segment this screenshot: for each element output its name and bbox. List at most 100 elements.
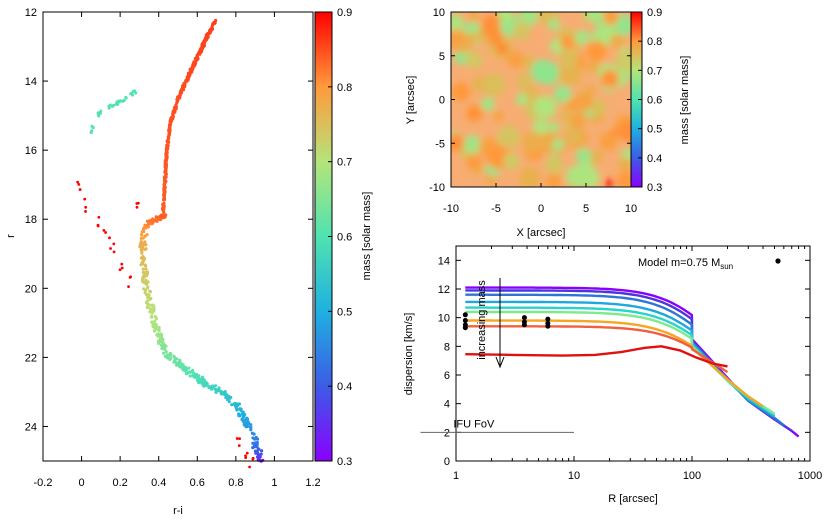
cmd-star-point bbox=[218, 389, 222, 393]
cmd-star-point bbox=[162, 351, 166, 355]
cmd-y-tick-label: 12 bbox=[25, 7, 37, 19]
cmd-star-point bbox=[184, 79, 188, 84]
cmd-star-point bbox=[108, 103, 112, 107]
cmd-star-point bbox=[96, 111, 100, 115]
dispersion-series-m0.30 bbox=[465, 286, 800, 438]
cmd-star-point bbox=[160, 339, 164, 343]
cmd-star-point bbox=[205, 382, 209, 386]
cmd-star-point bbox=[238, 437, 242, 440]
mass-map-panel: -10 -5 0 5 10 -10 -5 0 5 10 X [arcsec] Y [arcsec… bbox=[405, 7, 691, 239]
cmd-y-tick-label: 14 bbox=[25, 76, 37, 88]
mass-map-cell bbox=[585, 12, 604, 23]
cmd-star-point bbox=[141, 267, 145, 271]
mass-map-cell bbox=[456, 41, 469, 54]
cmd-star-point bbox=[164, 155, 168, 159]
dispersion-lines bbox=[465, 286, 800, 438]
mass-map-cell bbox=[497, 125, 520, 148]
ifu-fov-label: IFU FoV bbox=[453, 418, 495, 430]
cmd-star-point bbox=[135, 202, 139, 205]
cmd-star-point bbox=[144, 247, 148, 251]
cmd-star-point bbox=[148, 297, 152, 301]
cmd-star-point bbox=[158, 217, 162, 222]
cmd-star-point bbox=[150, 307, 155, 311]
cmd-x-tick-label: 0.2 bbox=[112, 477, 127, 489]
cmd-star-point bbox=[255, 437, 260, 441]
ifu-fov: IFU FoV bbox=[420, 418, 574, 433]
cmd-star-point bbox=[151, 303, 155, 307]
cmd-star-point bbox=[188, 71, 192, 76]
cmd-star-point bbox=[156, 341, 161, 345]
cmd-star-point bbox=[172, 354, 176, 358]
mass-map-cell bbox=[512, 21, 531, 40]
cmd-star-point bbox=[163, 175, 167, 180]
cmd-star-point bbox=[150, 320, 154, 324]
mass-map-cell bbox=[462, 135, 482, 154]
cmd-star-point bbox=[141, 236, 145, 240]
cmd-star-point bbox=[254, 450, 259, 454]
cmd-star-point bbox=[124, 95, 128, 99]
cmd-star-point bbox=[257, 453, 261, 457]
cmd-star-point bbox=[165, 150, 169, 155]
mass-map-cell bbox=[465, 104, 483, 122]
mass-map-cell bbox=[451, 14, 464, 31]
cmd-star-point bbox=[256, 447, 260, 452]
cmd-y-label: r bbox=[5, 234, 17, 238]
mass-map-x-tick-label: -10 bbox=[443, 203, 459, 215]
cmd-star-point bbox=[210, 384, 214, 389]
cmd-star-point bbox=[259, 449, 264, 453]
cmd-star-point bbox=[122, 99, 126, 103]
mass-map-cell bbox=[610, 33, 625, 49]
dispersion-series-m0.40 bbox=[465, 293, 785, 427]
mass-map-cell bbox=[497, 12, 513, 21]
dispersion-y-tick-label: 0 bbox=[444, 456, 450, 468]
cmd-star-point bbox=[118, 268, 122, 272]
cmd-star-point bbox=[192, 62, 196, 66]
cmd-colorbar-tick-label: 0.4 bbox=[337, 381, 352, 393]
mass-map-cell bbox=[564, 126, 584, 145]
mass-map-y-tick-label: -10 bbox=[429, 182, 445, 194]
mass-map-colorbar-ticks: 0.3 0.4 0.5 0.6 0.7 0.8 0.9 bbox=[638, 7, 662, 194]
mass-map-cell bbox=[600, 69, 619, 88]
cmd-star-point bbox=[162, 187, 166, 191]
dispersion-y-tick-label: 6 bbox=[444, 370, 450, 382]
mass-map-cell bbox=[548, 121, 560, 133]
cmd-star-point bbox=[144, 243, 148, 247]
cmd-star-point bbox=[172, 110, 176, 114]
mass-map-cell bbox=[509, 53, 524, 68]
cmd-star-point bbox=[142, 256, 147, 261]
cmd-x-label: r-i bbox=[173, 505, 183, 517]
mass-map-cell bbox=[502, 152, 520, 170]
observed-point bbox=[521, 315, 527, 321]
cmd-star-point bbox=[197, 374, 201, 378]
cmd-star-point bbox=[156, 339, 161, 343]
dispersion-x-label: R [arcsec] bbox=[608, 493, 658, 505]
cmd-star-point bbox=[164, 350, 168, 354]
cmd-star-point bbox=[194, 375, 198, 379]
cmd-x-tick-label: 1 bbox=[271, 477, 277, 489]
mass-map-cell bbox=[575, 148, 592, 164]
cmd-star-point bbox=[164, 165, 168, 169]
cmd-colorbar-tick-label: 0.3 bbox=[337, 456, 352, 468]
cmd-star-point bbox=[162, 205, 166, 209]
mass-map-colorbar-tick-label: 0.7 bbox=[647, 65, 662, 77]
dispersion-series-m0.60 bbox=[465, 310, 776, 415]
cmd-star-point bbox=[146, 280, 150, 284]
cmd-star-point bbox=[144, 282, 148, 286]
cmd-star-point bbox=[175, 357, 179, 361]
cmd-star-point bbox=[76, 180, 80, 184]
cmd-star-point bbox=[97, 215, 101, 219]
mass-map-colorbar-tick-label: 0.4 bbox=[647, 153, 662, 165]
dispersion-series-m0.70 bbox=[465, 319, 764, 408]
dispersion-series-m0.35 bbox=[465, 289, 793, 432]
cmd-star-point bbox=[138, 242, 142, 246]
cmd-star-point bbox=[129, 275, 133, 279]
cmd-star-point bbox=[179, 90, 184, 94]
observed-point bbox=[545, 316, 551, 322]
cmd-star-point bbox=[168, 123, 172, 127]
mass-map-cell bbox=[559, 35, 574, 50]
cmd-y-tick-label: 22 bbox=[25, 352, 37, 364]
observed-point bbox=[462, 318, 468, 324]
cmd-star-point bbox=[237, 414, 241, 418]
mass-map-cell bbox=[493, 111, 504, 122]
mass-map-cell bbox=[480, 97, 495, 111]
